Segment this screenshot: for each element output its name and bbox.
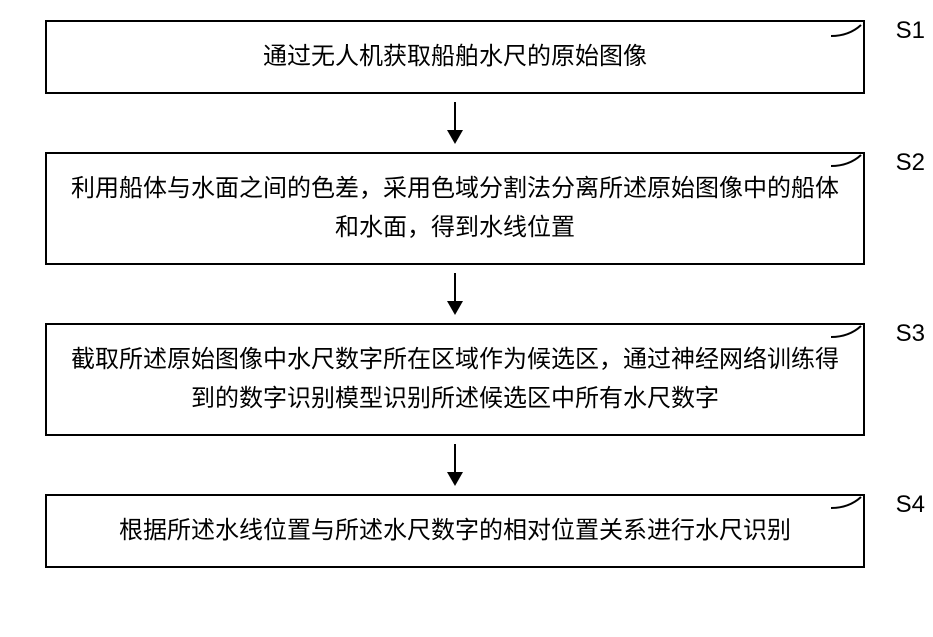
arrow-line xyxy=(454,273,456,301)
step-box-s2: S2 利用船体与水面之间的色差，采用色域分割法分离所述原始图像中的船体和水面，得… xyxy=(45,152,865,265)
label-connector-s4 xyxy=(831,494,881,524)
arrow-line xyxy=(454,444,456,472)
step-box-s4: S4 根据所述水线位置与所述水尺数字的相对位置关系进行水尺识别 xyxy=(45,494,865,568)
step-box-s3: S3 截取所述原始图像中水尺数字所在区域作为候选区，通过神经网络训练得到的数字识… xyxy=(45,323,865,436)
arrow-line xyxy=(454,102,456,130)
step-label-s4: S4 xyxy=(896,486,925,524)
step-text-s1: 通过无人机获取船舶水尺的原始图像 xyxy=(263,44,647,70)
step-text-s4: 根据所述水线位置与所述水尺数字的相对位置关系进行水尺识别 xyxy=(119,518,791,544)
arrow-s1-s2 xyxy=(447,102,463,144)
step-text-s2: 利用船体与水面之间的色差，采用色域分割法分离所述原始图像中的船体和水面，得到水线… xyxy=(71,176,839,240)
arrow-head-icon xyxy=(447,472,463,486)
step-box-s1: S1 通过无人机获取船舶水尺的原始图像 xyxy=(45,20,865,94)
flowchart-container: S1 通过无人机获取船舶水尺的原始图像 S2 利用船体与水面之间的色差，采用色域… xyxy=(30,20,880,568)
arrow-head-icon xyxy=(447,301,463,315)
arrow-s2-s3 xyxy=(447,273,463,315)
step-text-s3: 截取所述原始图像中水尺数字所在区域作为候选区，通过神经网络训练得到的数字识别模型… xyxy=(71,347,839,411)
arrow-head-icon xyxy=(447,130,463,144)
step-label-s2: S2 xyxy=(896,144,925,182)
step-label-s1: S1 xyxy=(896,12,925,50)
arrow-s3-s4 xyxy=(447,444,463,486)
label-connector-s1 xyxy=(831,22,881,52)
step-label-s3: S3 xyxy=(896,315,925,353)
